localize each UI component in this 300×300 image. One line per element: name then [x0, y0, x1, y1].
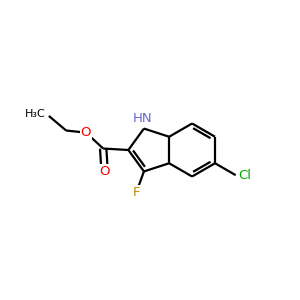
Text: Cl: Cl [238, 169, 251, 182]
Text: H₃C: H₃C [25, 110, 46, 119]
Text: HN: HN [133, 112, 152, 125]
Text: F: F [133, 186, 140, 199]
Text: O: O [81, 126, 91, 139]
Text: O: O [99, 165, 110, 178]
